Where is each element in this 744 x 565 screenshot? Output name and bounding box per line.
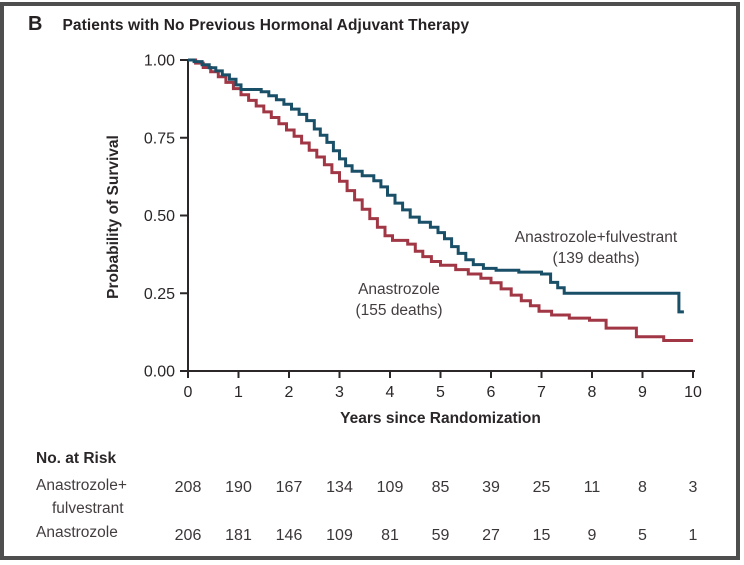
y-tick-label: 0.00 — [144, 364, 175, 381]
curve-label-line1: Anastrozole+fulvestrant — [514, 229, 678, 246]
at-risk-count: 1 — [689, 527, 698, 544]
y-tick-label: 0.50 — [144, 208, 175, 225]
at-risk-row-label: Anastrozole — [36, 524, 118, 541]
x-tick-label: 7 — [537, 384, 546, 401]
at-risk-count: 134 — [326, 479, 353, 496]
at-risk-count: 109 — [326, 527, 353, 544]
at-risk-count: 190 — [225, 479, 252, 496]
x-tick-label: 1 — [234, 384, 243, 401]
at-risk-count: 167 — [276, 479, 303, 496]
x-tick-label: 10 — [684, 384, 702, 401]
curve-label-line2: (139 deaths) — [552, 250, 640, 267]
at-risk-count: 81 — [381, 527, 399, 544]
y-tick-label: 1.00 — [144, 53, 175, 70]
at-risk-count: 9 — [588, 527, 597, 544]
curve-label-anastrozole-fulvestrant: Anastrozole+fulvestrant (139 deaths) — [476, 227, 716, 269]
at-risk-count: 25 — [533, 479, 551, 496]
x-tick-label: 2 — [285, 384, 294, 401]
panel-letter: B — [28, 13, 43, 35]
panel-title: Patients with No Previous Hormonal Adjuv… — [62, 17, 470, 34]
curve-label-line2: (155 deaths) — [355, 302, 443, 319]
at-risk-count: 206 — [175, 527, 202, 544]
at-risk-count: 11 — [584, 479, 601, 496]
at-risk-count: 181 — [225, 527, 252, 544]
curve-label-anastrozole: Anastrozole (155 deaths) — [309, 279, 489, 321]
x-tick-label: 8 — [588, 384, 597, 401]
survival-curve-anastrozole-fulvestrant — [188, 58, 684, 314]
at-risk-count: 39 — [482, 479, 500, 496]
at-risk-count: 208 — [175, 479, 202, 496]
x-tick-label: 9 — [638, 384, 647, 401]
curve-label-line1: Anastrozole — [358, 281, 440, 298]
x-tick-label: 6 — [487, 384, 496, 401]
x-axis-label: Years since Randomization — [340, 410, 541, 427]
at-risk-count: 146 — [276, 527, 303, 544]
y-tick-label: 0.25 — [144, 286, 175, 303]
at-risk-count: 5 — [638, 527, 647, 544]
at-risk-header: No. at Risk — [36, 450, 117, 467]
at-risk-count: 109 — [377, 479, 404, 496]
at-risk-count: 27 — [482, 527, 500, 544]
at-risk-row-label: fulvestrant — [52, 500, 124, 517]
at-risk-row-label: Anastrozole+ — [36, 477, 127, 494]
survival-curve-anastrozole — [188, 58, 693, 342]
at-risk-count: 3 — [689, 479, 698, 496]
at-risk-count: 85 — [432, 479, 450, 496]
at-risk-count: 59 — [432, 527, 450, 544]
x-tick-label: 4 — [386, 384, 395, 401]
panel-header: B Patients with No Previous Hormonal Adj… — [28, 13, 469, 36]
x-tick-label: 5 — [436, 384, 445, 401]
x-tick-label: 3 — [335, 384, 344, 401]
x-tick-label: 0 — [184, 384, 193, 401]
at-risk-count: 15 — [533, 527, 551, 544]
at-risk-count: 8 — [638, 479, 647, 496]
y-tick-label: 0.75 — [144, 130, 175, 147]
